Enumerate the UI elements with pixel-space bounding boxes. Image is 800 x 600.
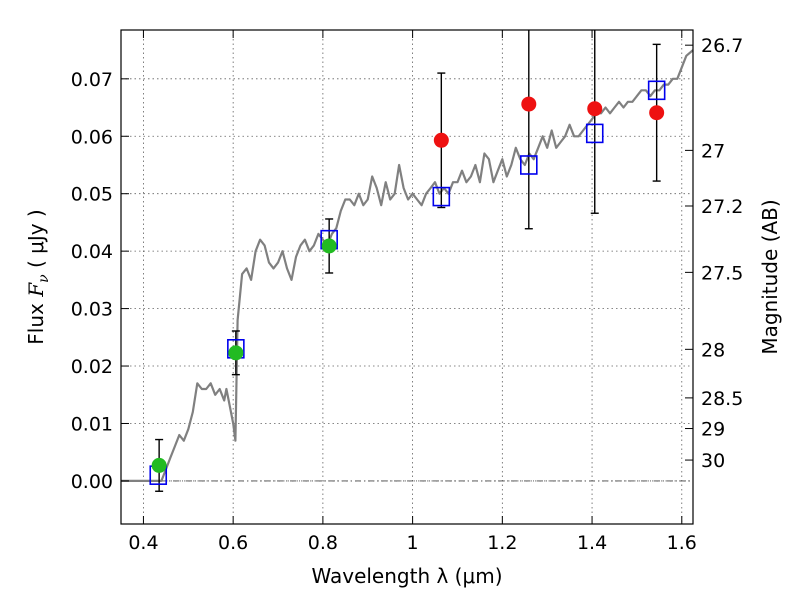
errorbar-layer bbox=[155, 30, 661, 492]
right-axis-label: Magnitude (AB) bbox=[758, 199, 782, 354]
x-ticks: 0.4 0.6 0.8 1 1.2 1.4 1.6 bbox=[128, 30, 697, 554]
y-tick-label: 0.01 bbox=[71, 413, 113, 435]
x-axis-label: Wavelength λ (μm) bbox=[311, 564, 502, 588]
magnitude-tick-label: 28.5 bbox=[701, 388, 743, 410]
y-axis-label: Flux Fν ( μJy ) bbox=[24, 209, 52, 344]
magnitude-tick-label: 27.5 bbox=[701, 262, 743, 284]
observed-point-layer bbox=[151, 96, 665, 473]
y-tick-label: 0.00 bbox=[71, 471, 113, 493]
y-axis-label-prefix: Flux bbox=[24, 297, 48, 345]
magnitude-tick-label: 26.7 bbox=[701, 35, 743, 57]
model-point-layer bbox=[149, 80, 666, 485]
y-ticks: 0.00 0.01 0.02 0.03 0.04 0.05 0.06 0.07 bbox=[71, 69, 129, 493]
x-tick-label: 0.6 bbox=[218, 532, 248, 554]
y-tick-label: 0.06 bbox=[71, 126, 113, 148]
magnitude-tick-label: 29 bbox=[701, 419, 725, 441]
model-flux-square bbox=[520, 155, 538, 175]
detection-point bbox=[228, 345, 244, 361]
x-tick-label: 0.8 bbox=[308, 532, 338, 554]
model-flux-square bbox=[432, 186, 451, 207]
y-axis-label-suffix: ( μJy ) bbox=[24, 209, 48, 274]
y-axis-label-symbol: F bbox=[24, 282, 48, 298]
nondetection-point bbox=[433, 132, 449, 148]
x-tick-label: 0.4 bbox=[128, 532, 158, 554]
x-tick-label: 1.2 bbox=[487, 532, 517, 554]
spectrum-layer bbox=[121, 49, 694, 482]
grid-layer bbox=[121, 30, 693, 524]
plot-frame bbox=[120, 29, 694, 525]
model-flux-square bbox=[647, 80, 666, 101]
x-tick-label: 1.6 bbox=[667, 532, 697, 554]
y-tick-label: 0.03 bbox=[71, 299, 113, 321]
magnitude-tick-label: 27 bbox=[701, 140, 725, 162]
y-tick-label: 0.02 bbox=[71, 356, 113, 378]
nondetection-point bbox=[649, 105, 665, 121]
detection-point bbox=[151, 457, 167, 473]
x-tick-label: 1 bbox=[407, 532, 419, 554]
y-tick-label: 0.04 bbox=[71, 241, 113, 263]
magnitude-ticks: 26.7 27 27.2 27.5 28 28.5 29 30 bbox=[685, 35, 743, 472]
nondetection-point bbox=[587, 101, 603, 117]
y-tick-label: 0.05 bbox=[71, 184, 113, 206]
y-axis-label-subscript: ν bbox=[36, 274, 52, 283]
y-tick-label: 0.07 bbox=[71, 69, 113, 91]
model-flux-square bbox=[585, 123, 604, 144]
x-tick-label: 1.4 bbox=[577, 532, 607, 554]
magnitude-tick-label: 30 bbox=[701, 450, 725, 472]
nondetection-point bbox=[521, 96, 537, 112]
detection-point bbox=[321, 238, 337, 254]
model-spectrum-line bbox=[121, 49, 694, 482]
magnitude-tick-label: 27.2 bbox=[701, 196, 743, 218]
magnitude-tick-label: 28 bbox=[701, 339, 725, 361]
